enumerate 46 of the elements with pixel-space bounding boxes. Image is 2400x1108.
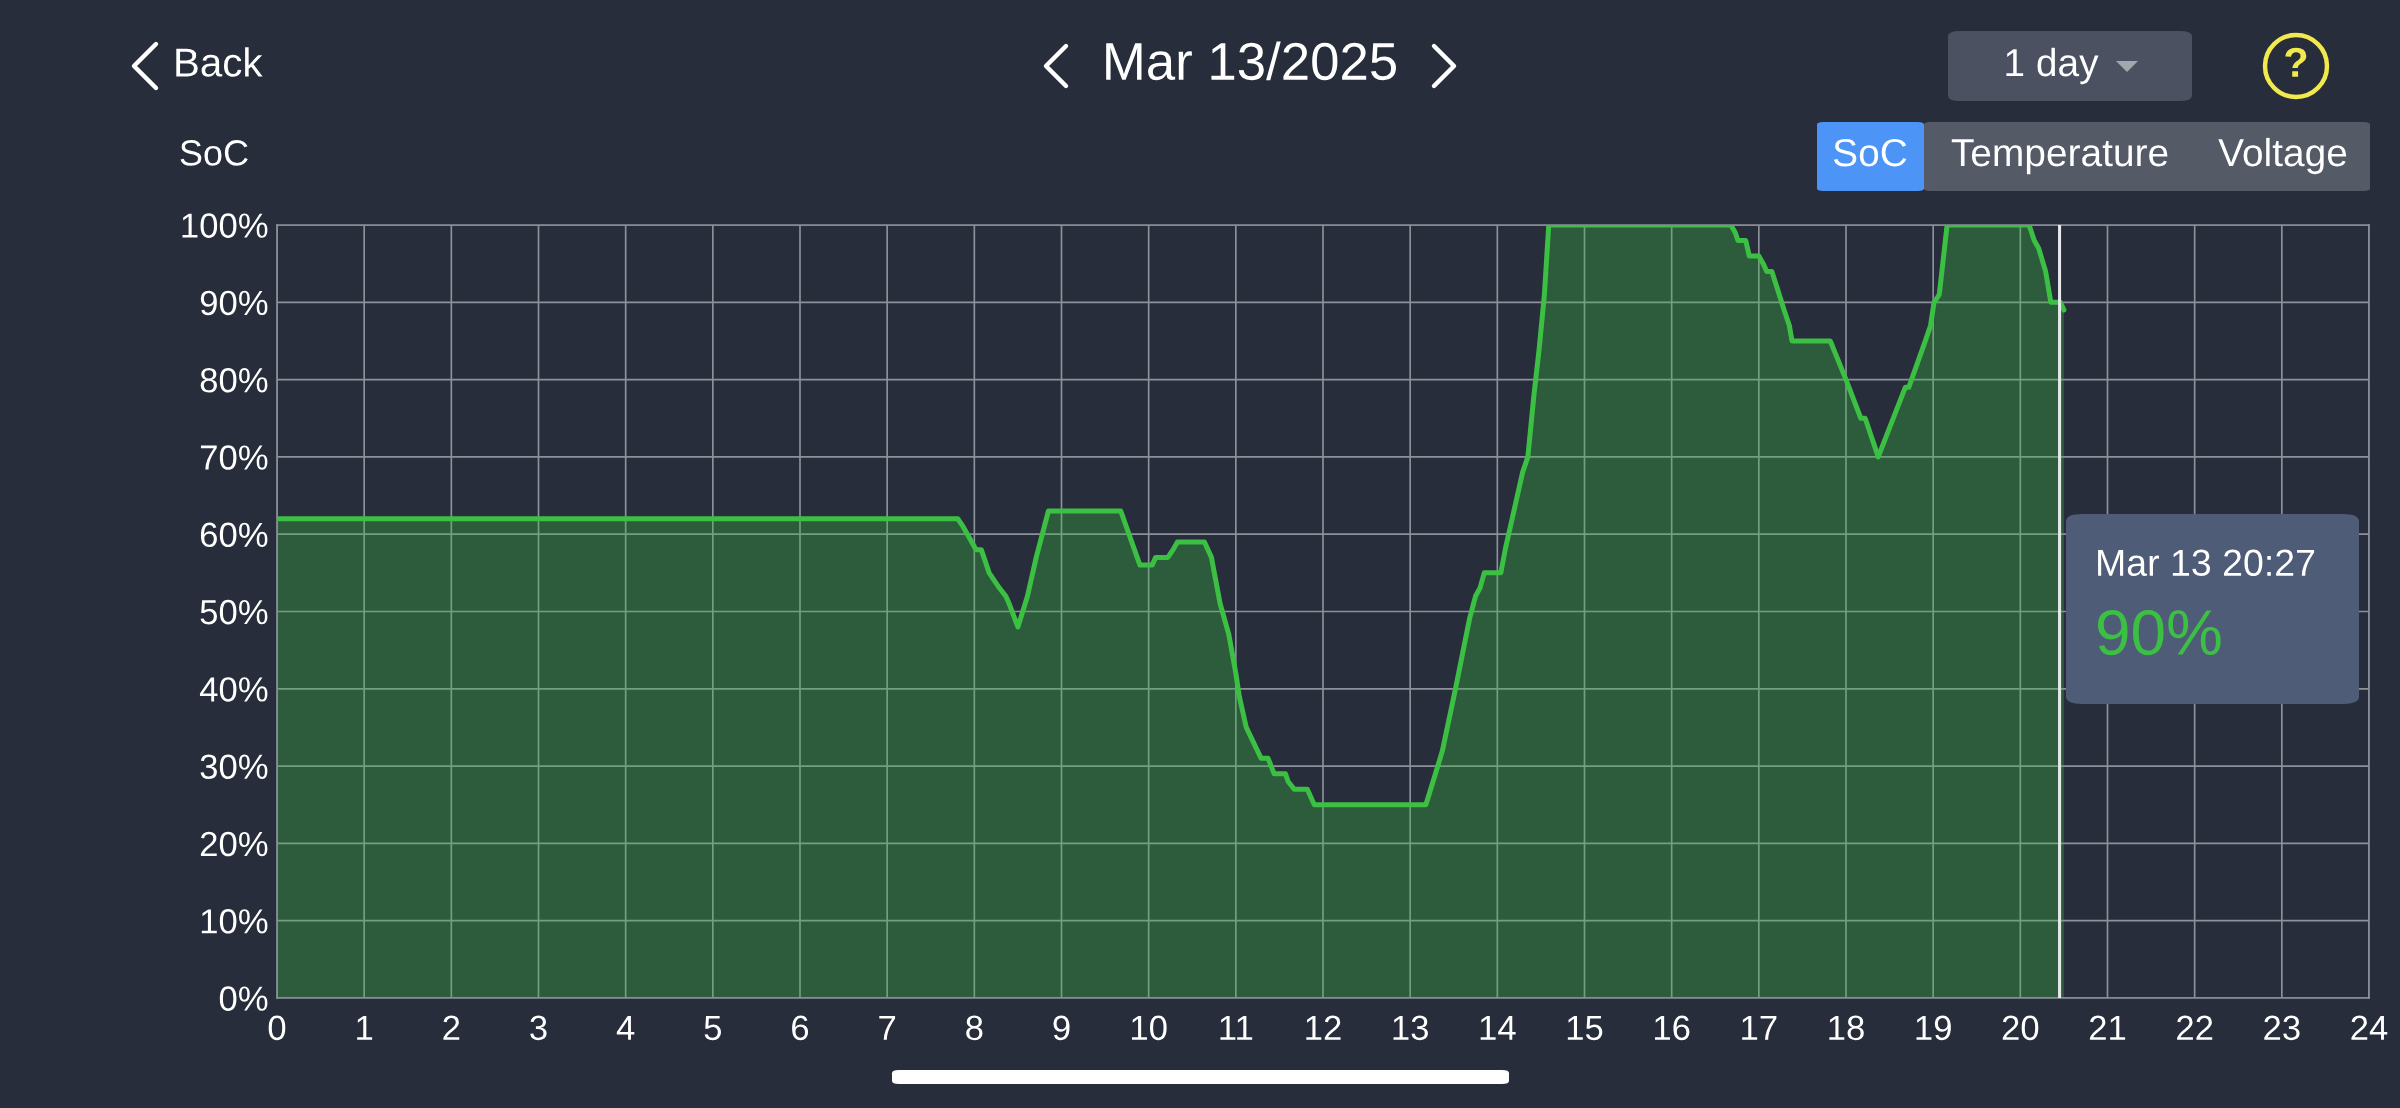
- x-tick-label: 14: [1480, 1015, 1516, 1040]
- x-tick-label: 7: [879, 1015, 896, 1040]
- y-tick-label: 20%: [200, 831, 268, 857]
- x-tick-label: 6: [792, 1015, 809, 1041]
- y-tick-label: 50%: [200, 599, 268, 625]
- x-tick-label: 23: [2264, 1015, 2300, 1041]
- y-tick-label: 10%: [201, 909, 268, 934]
- y-tick-label: 60%: [200, 522, 268, 548]
- y-tick-label: 30%: [200, 754, 268, 780]
- x-tick-label: 12: [1306, 1015, 1341, 1040]
- x-tick-label: 5: [704, 1015, 722, 1041]
- x-tick-label: 11: [1220, 1015, 1253, 1040]
- x-tick-label: 16: [1655, 1015, 1690, 1041]
- x-tick-label: 8: [966, 1015, 983, 1041]
- x-tick-label: 3: [530, 1015, 547, 1041]
- x-tick-label: 0: [268, 1015, 286, 1041]
- x-tick-label: 19: [1916, 1015, 1951, 1041]
- x-tick-label: 21: [2089, 1015, 2126, 1040]
- x-tick-label: 22: [2177, 1015, 2213, 1040]
- x-tick-label: 20: [2002, 1015, 2039, 1041]
- text: Back: [176, 47, 263, 77]
- annotation: 90%: [2097, 609, 2221, 656]
- text: Voltage: [2218, 137, 2347, 175]
- x-tick-label: 10: [1132, 1015, 1167, 1041]
- text: SoC: [1833, 138, 1907, 167]
- y-axis-title: SoC: [180, 140, 248, 166]
- x-tick-label: 4: [616, 1015, 635, 1040]
- y-tick-label: 100%: [182, 213, 268, 238]
- x-tick-label: 15: [1567, 1015, 1603, 1041]
- x-tick-label: 9: [1053, 1015, 1070, 1041]
- text: 1 day: [2006, 47, 2099, 85]
- y-tick-label: 80%: [200, 367, 268, 393]
- chart-title: Mar 13/2025: [1106, 41, 1396, 81]
- x-tick-label: 17: [1742, 1015, 1777, 1040]
- x-tick-label: 18: [1829, 1015, 1864, 1041]
- x-tick-label: 1: [357, 1015, 373, 1040]
- y-tick-label: 40%: [199, 677, 268, 702]
- x-tick-label: 13: [1393, 1015, 1428, 1041]
- text: Temperature: [1951, 139, 2168, 175]
- annotation: Mar 13 20:27: [2098, 549, 2315, 577]
- text: ?: [2285, 47, 2307, 77]
- y-tick-label: 0%: [219, 986, 268, 1011]
- x-tick-label: 24: [2351, 1015, 2388, 1040]
- x-tick-label: 2: [443, 1015, 460, 1040]
- y-tick-label: 90%: [200, 290, 268, 316]
- y-tick-label: 70%: [200, 445, 268, 470]
